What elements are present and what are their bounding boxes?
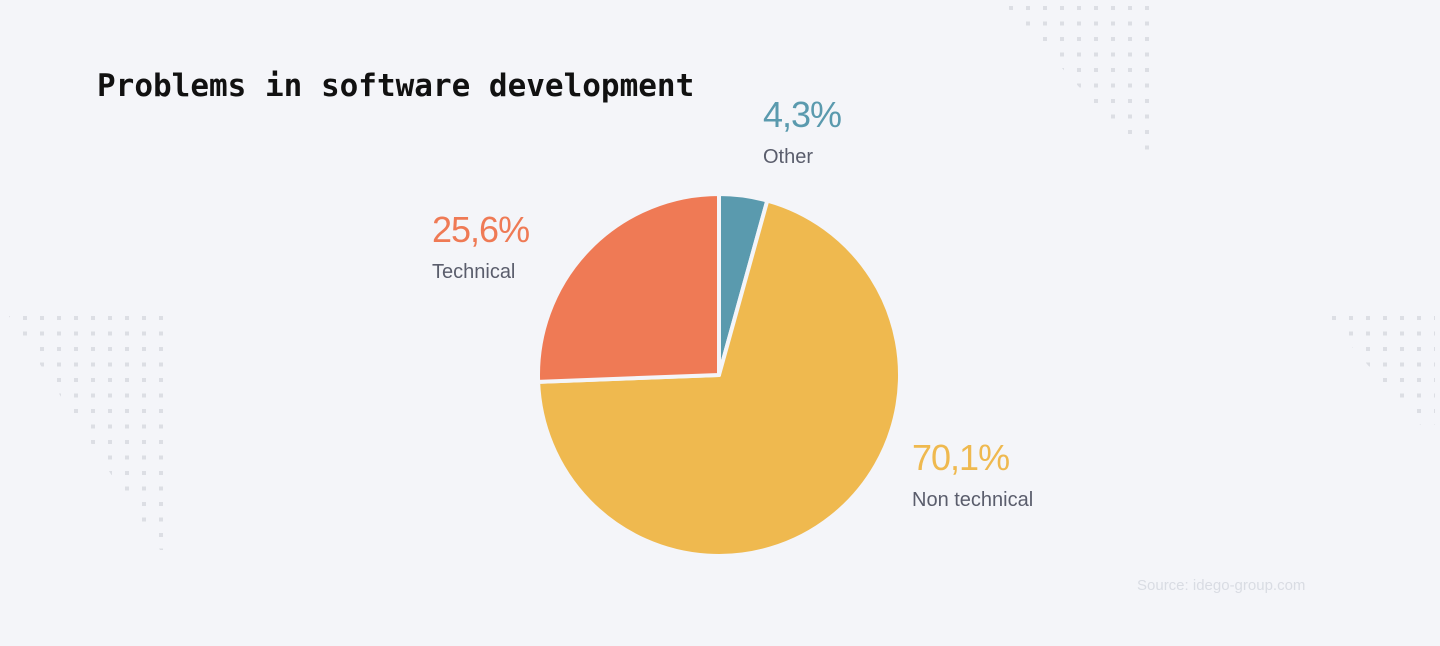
value-label: 25,6% <box>432 209 529 250</box>
value-label: 70,1% <box>912 437 1009 478</box>
pie-slice <box>536 198 902 558</box>
decor-dots <box>1005 5 1160 160</box>
decor-dots <box>1320 310 1435 425</box>
chart-title: Problems in software development <box>97 68 694 104</box>
category-label: Non technical <box>912 489 1033 511</box>
decor-dots <box>5 310 175 550</box>
category-label: Technical <box>432 261 515 283</box>
source-note: Source: idego-group.com <box>1137 577 1305 594</box>
value-label: 4,3% <box>763 94 841 135</box>
pie-slice <box>536 192 721 384</box>
category-label: Other <box>763 146 813 168</box>
